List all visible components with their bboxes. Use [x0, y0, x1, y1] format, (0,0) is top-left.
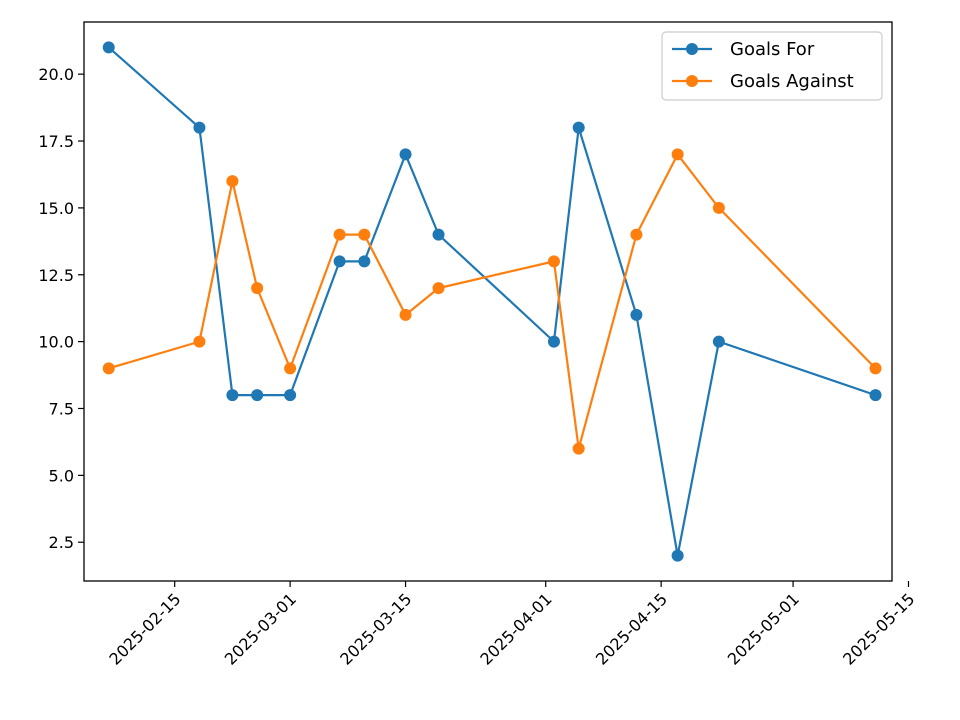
x-tick-label: 2025-02-15: [105, 589, 184, 668]
data-point: [284, 389, 297, 402]
data-point: [193, 335, 206, 348]
data-point: [358, 255, 371, 268]
data-point: [572, 442, 585, 455]
data-point: [399, 308, 412, 321]
y-tick-label: 5.0: [49, 466, 74, 485]
legend-marker: [686, 43, 698, 55]
data-point: [102, 362, 115, 375]
y-tick-label: 10.0: [38, 333, 74, 352]
data-point: [630, 228, 643, 241]
x-axis: 2025-02-15 2025-03-01 2025-03-15 2025-04-01…: [105, 581, 918, 669]
y-tick-label: 20.0: [38, 65, 74, 84]
data-point: [547, 255, 560, 268]
data-point: [251, 389, 264, 402]
data-point: [712, 335, 725, 348]
data-point: [399, 148, 412, 161]
data-point: [251, 282, 264, 295]
data-point: [333, 255, 346, 268]
x-tick-label: 2025-05-15: [839, 589, 918, 668]
plot-frame: [83, 21, 893, 582]
y-tick-label: 2.5: [49, 533, 74, 552]
data-point: [572, 121, 585, 134]
data-point: [671, 148, 684, 161]
data-point: [226, 175, 239, 188]
plot-area: [84, 22, 892, 581]
data-point: [284, 362, 297, 375]
legend: Goals For Goals Against: [661, 31, 883, 101]
data-point: [193, 121, 206, 134]
y-tick-label: 12.5: [38, 266, 74, 285]
legend-label: Goals For: [730, 39, 815, 60]
x-tick-label: 2025-03-01: [221, 589, 300, 668]
data-point: [226, 389, 239, 402]
data-point: [432, 228, 445, 241]
y-tick-label: 7.5: [49, 399, 74, 418]
x-tick-label: 2025-04-15: [592, 589, 671, 668]
data-point: [432, 282, 445, 295]
data-point: [358, 228, 371, 241]
x-tick-label: 2025-04-01: [476, 589, 555, 668]
legend-marker: [686, 75, 698, 87]
x-tick-label: 2025-03-15: [336, 589, 415, 668]
x-tick-label: 2025-05-01: [724, 589, 803, 668]
legend-label: Goals Against: [730, 71, 854, 92]
data-point: [547, 335, 560, 348]
data-point: [712, 201, 725, 214]
y-axis: 2.5 5.0 7.5 10.0 12.5 15.0 17.5 20.0: [38, 65, 84, 552]
data-point: [869, 362, 882, 375]
data-point: [869, 389, 882, 402]
y-tick-label: 15.0: [38, 199, 74, 218]
data-point: [102, 41, 115, 54]
data-point: [630, 308, 643, 321]
legend-box: [661, 31, 883, 101]
y-tick-label: 17.5: [38, 132, 74, 151]
data-point: [671, 549, 684, 562]
data-point: [333, 228, 346, 241]
series-layer: [102, 41, 882, 562]
